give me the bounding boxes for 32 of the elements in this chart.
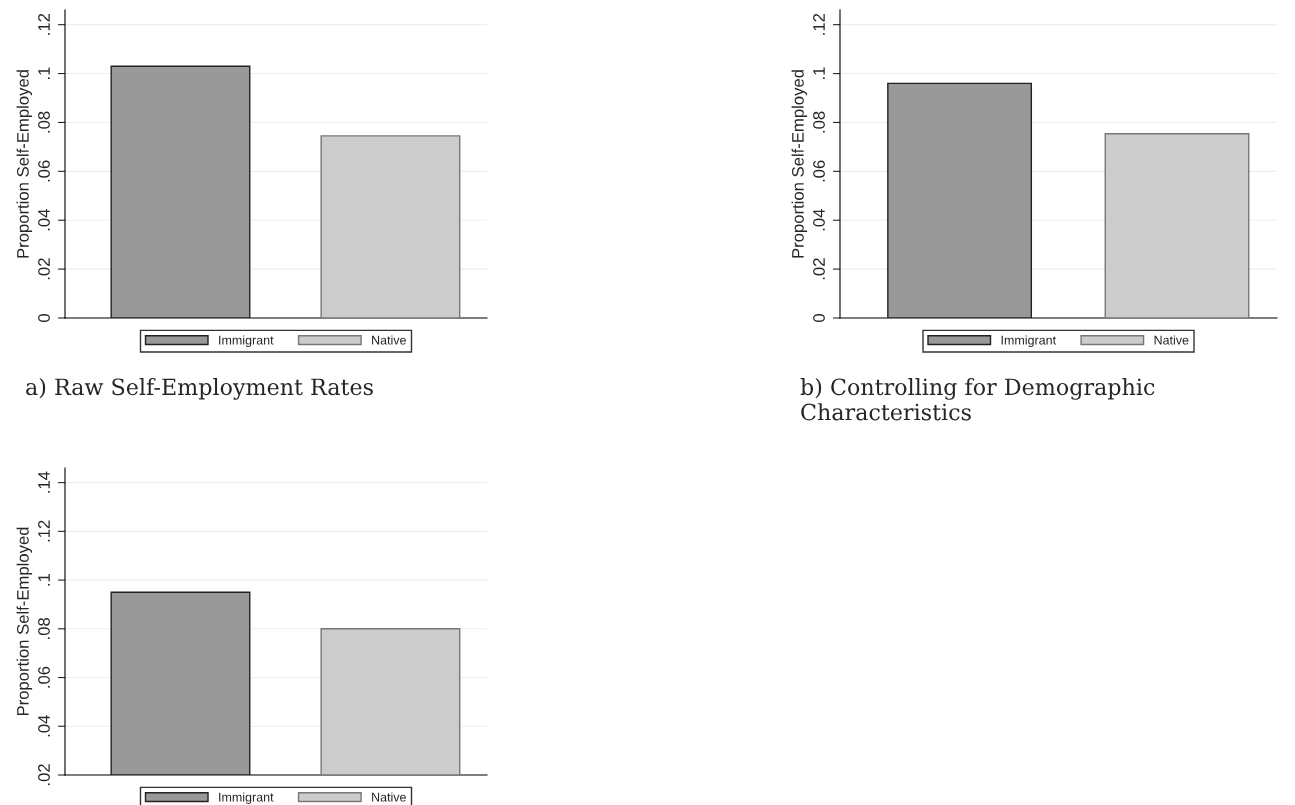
y-tick-label: .02 xyxy=(38,258,50,280)
legend-label: Immigrant xyxy=(219,792,274,805)
y-tick-label: .08 xyxy=(38,111,50,133)
y-tick-label: .1 xyxy=(38,67,50,79)
legend-label: Native xyxy=(1154,335,1189,345)
y-tick-label: .06 xyxy=(38,666,50,688)
y-tick-label: 0 xyxy=(38,314,50,322)
y-tick-label: .04 xyxy=(813,209,825,231)
y-tick-label: .1 xyxy=(813,67,825,79)
y-tick-label: .12 xyxy=(38,13,50,35)
legend-label: Immigrant xyxy=(1001,335,1056,348)
y-tick-label: .04 xyxy=(38,715,50,737)
legend-label: Immigrant xyxy=(219,335,274,348)
y-tick-label: .02 xyxy=(38,764,50,786)
legend-label: Native xyxy=(372,335,406,345)
y-tick-label: .02 xyxy=(813,258,825,280)
y-tick-label: .1 xyxy=(38,573,50,586)
y-tick-label: 0 xyxy=(813,314,825,322)
legend-label: Native xyxy=(372,792,406,802)
y-axis-title: Proportion Self-Employed xyxy=(791,70,808,258)
y-tick-label: .06 xyxy=(38,160,50,182)
y-tick-label: .12 xyxy=(38,520,50,542)
text: a) Raw Self-Employment Rates xyxy=(26,378,373,400)
y-tick-label: .08 xyxy=(813,111,825,133)
text: b) Controlling for Demographic Characteristics xyxy=(800,378,1155,421)
y-axis-title: Proportion Self-Employed xyxy=(16,70,33,258)
y-axis-title: Proportion Self-Employed xyxy=(16,527,33,716)
y-tick-label: .08 xyxy=(38,617,50,639)
y-tick-label: .06 xyxy=(813,160,825,182)
y-tick-label: .12 xyxy=(813,13,825,35)
y-tick-label: .04 xyxy=(38,209,50,231)
y-tick-label: .14 xyxy=(38,471,50,493)
